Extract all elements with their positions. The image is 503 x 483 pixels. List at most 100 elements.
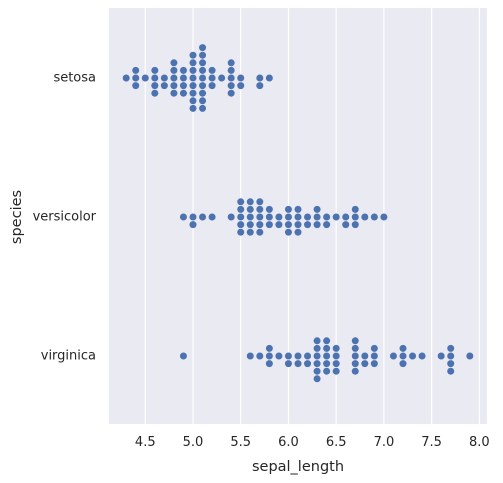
- data-point: [284, 205, 292, 213]
- data-point: [227, 59, 235, 67]
- data-point: [351, 352, 359, 360]
- data-point: [256, 74, 264, 82]
- data-point: [418, 352, 426, 360]
- y-axis-label: species: [9, 190, 25, 244]
- data-point: [304, 213, 312, 221]
- data-point: [313, 367, 321, 375]
- data-point: [189, 66, 197, 74]
- x-tick-label: 8.0: [469, 435, 490, 450]
- data-point: [199, 89, 207, 97]
- data-point: [313, 205, 321, 213]
- data-point: [437, 352, 445, 360]
- data-point: [447, 367, 455, 375]
- data-point: [132, 82, 140, 90]
- data-point: [132, 66, 140, 74]
- data-point: [265, 74, 273, 82]
- data-point: [179, 213, 187, 221]
- data-point: [351, 213, 359, 221]
- data-point: [275, 221, 283, 229]
- data-point: [237, 74, 245, 82]
- y-tick-labels: setosa versicolor virginica: [33, 71, 97, 364]
- data-point: [199, 97, 207, 105]
- data-point: [237, 228, 245, 236]
- data-point: [313, 352, 321, 360]
- data-point: [361, 352, 369, 360]
- data-point: [342, 213, 350, 221]
- x-tick-label: 6.0: [278, 435, 299, 450]
- data-point: [332, 367, 340, 375]
- data-point: [256, 205, 264, 213]
- data-point: [189, 213, 197, 221]
- data-point: [160, 82, 168, 90]
- data-point: [313, 344, 321, 352]
- data-point: [323, 221, 331, 229]
- data-point: [189, 82, 197, 90]
- data-point: [351, 367, 359, 375]
- data-point: [323, 360, 331, 368]
- data-point: [179, 82, 187, 90]
- data-point: [265, 205, 273, 213]
- data-point: [237, 82, 245, 90]
- data-point: [284, 228, 292, 236]
- x-axis-label: sepal_length: [252, 459, 344, 475]
- data-point: [256, 213, 264, 221]
- data-point: [323, 213, 331, 221]
- data-point: [294, 228, 302, 236]
- data-point: [179, 66, 187, 74]
- data-point: [199, 104, 207, 112]
- data-point: [351, 337, 359, 345]
- y-tick-label: versicolor: [33, 210, 97, 225]
- data-point: [246, 205, 254, 213]
- data-point: [170, 66, 178, 74]
- data-point: [189, 51, 197, 59]
- data-point: [304, 221, 312, 229]
- data-point: [447, 352, 455, 360]
- data-point: [179, 89, 187, 97]
- data-point: [141, 74, 149, 82]
- data-point: [199, 66, 207, 74]
- data-point: [265, 344, 273, 352]
- data-point: [332, 213, 340, 221]
- data-point: [237, 198, 245, 206]
- data-point: [246, 228, 254, 236]
- data-point: [189, 89, 197, 97]
- data-point: [351, 344, 359, 352]
- data-point: [246, 352, 254, 360]
- data-point: [466, 352, 474, 360]
- data-point: [275, 352, 283, 360]
- data-point: [351, 221, 359, 229]
- data-point: [227, 74, 235, 82]
- data-point: [189, 59, 197, 67]
- data-point: [227, 89, 235, 97]
- data-point: [323, 352, 331, 360]
- data-point: [342, 221, 350, 229]
- data-point: [199, 51, 207, 59]
- data-point: [237, 213, 245, 221]
- data-point: [179, 74, 187, 82]
- y-tick-label: virginica: [41, 349, 96, 364]
- data-point: [265, 221, 273, 229]
- data-point: [294, 205, 302, 213]
- data-point: [351, 205, 359, 213]
- data-point: [332, 352, 340, 360]
- data-point: [132, 74, 140, 82]
- data-point: [208, 66, 216, 74]
- x-tick-label: 7.5: [421, 435, 442, 450]
- x-tick-label: 5.0: [183, 435, 204, 450]
- data-point: [227, 213, 235, 221]
- data-point: [189, 97, 197, 105]
- data-point: [294, 360, 302, 368]
- data-point: [246, 213, 254, 221]
- data-point: [189, 104, 197, 112]
- data-point: [447, 360, 455, 368]
- data-point: [122, 74, 130, 82]
- data-point: [447, 344, 455, 352]
- data-point: [294, 213, 302, 221]
- data-point: [361, 213, 369, 221]
- data-point: [284, 221, 292, 229]
- data-point: [399, 344, 407, 352]
- data-point: [208, 82, 216, 90]
- data-point: [151, 66, 159, 74]
- data-point: [284, 213, 292, 221]
- data-point: [170, 89, 178, 97]
